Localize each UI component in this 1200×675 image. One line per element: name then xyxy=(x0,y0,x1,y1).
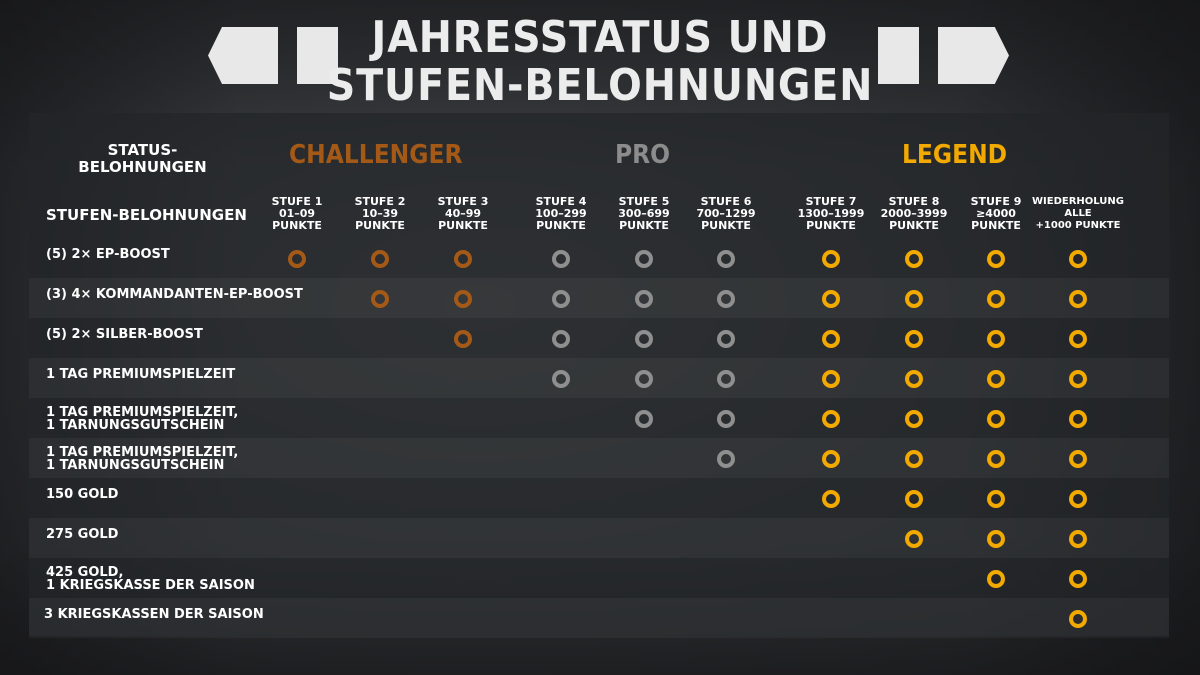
reward-ring-icon xyxy=(717,250,735,268)
table-row: 1 TAG PREMIUMSPIELZEIT xyxy=(29,358,1169,398)
bar-left-decoration xyxy=(297,27,338,84)
reward-label: (5) 2× EP-BOOST xyxy=(46,247,170,262)
table-row: 3 KRIEGSKASSEN DER SAISON xyxy=(29,598,1169,638)
reward-ring-icon xyxy=(905,530,923,548)
reward-ring-icon xyxy=(822,450,840,468)
reward-ring-icon xyxy=(987,530,1005,548)
reward-ring-icon xyxy=(1069,410,1087,428)
reward-ring-icon xyxy=(552,330,570,348)
reward-ring-icon xyxy=(1069,450,1087,468)
tier-header-7: STUFE 7 1300–1999 PUNKTE xyxy=(797,195,865,232)
table-row: (3) 4× KOMMANDANTEN-EP-BOOST xyxy=(29,278,1169,318)
reward-label: 3 KRIEGSKASSEN DER SAISON xyxy=(44,607,264,622)
table-row: (5) 2× EP-BOOST xyxy=(29,238,1169,278)
reward-ring-icon xyxy=(717,330,735,348)
reward-ring-icon xyxy=(905,330,923,348)
table-row: 1 TAG PREMIUMSPIELZEIT, 1 TARNUNGSGUTSCH… xyxy=(29,398,1169,438)
reward-ring-icon xyxy=(822,250,840,268)
tier-header-8: STUFE 8 2000–3999 PUNKTE xyxy=(880,195,948,232)
reward-ring-icon xyxy=(635,330,653,348)
reward-ring-icon xyxy=(371,290,389,308)
reward-ring-icon xyxy=(717,370,735,388)
reward-ring-icon xyxy=(1069,250,1087,268)
reward-ring-icon xyxy=(1069,570,1087,588)
reward-ring-icon xyxy=(552,290,570,308)
tier-header-10: WIEDERHOLUNG ALLE +1000 PUNKTE xyxy=(1032,196,1124,231)
reward-ring-icon xyxy=(1069,370,1087,388)
reward-ring-icon xyxy=(717,410,735,428)
table-row: 425 GOLD, 1 KRIEGSKASSE DER SAISON xyxy=(29,558,1169,598)
reward-ring-icon xyxy=(1069,610,1087,628)
reward-ring-icon xyxy=(1069,490,1087,508)
tier-rewards-label: STUFEN-BELOHNUNGEN xyxy=(46,206,247,224)
reward-ring-icon xyxy=(987,250,1005,268)
reward-ring-icon xyxy=(454,330,472,348)
reward-ring-icon xyxy=(822,410,840,428)
reward-label: 275 GOLD xyxy=(46,527,119,542)
reward-label: 150 GOLD xyxy=(46,487,119,502)
reward-ring-icon xyxy=(822,290,840,308)
reward-ring-icon xyxy=(454,250,472,268)
arrow-left-icon xyxy=(208,27,278,84)
reward-ring-icon xyxy=(717,290,735,308)
reward-ring-icon xyxy=(1069,330,1087,348)
arrow-right-icon xyxy=(938,27,1009,84)
reward-ring-icon xyxy=(987,410,1005,428)
table-row: 1 TAG PREMIUMSPIELZEIT, 1 TARNUNGSGUTSCH… xyxy=(29,438,1169,478)
category-challenger: CHALLENGER xyxy=(289,140,463,170)
reward-ring-icon xyxy=(987,330,1005,348)
tier-header-5: STUFE 5 300–699 PUNKTE xyxy=(618,195,670,232)
reward-ring-icon xyxy=(1069,290,1087,308)
reward-ring-icon xyxy=(552,250,570,268)
status-rewards-label: STATUS- BELOHNUNGEN xyxy=(78,141,207,176)
reward-ring-icon xyxy=(905,410,923,428)
reward-ring-icon xyxy=(905,250,923,268)
reward-ring-icon xyxy=(1069,530,1087,548)
reward-ring-icon xyxy=(635,250,653,268)
title-line-1: JAHRESSTATUS UND xyxy=(371,12,829,63)
tier-header-3: STUFE 3 40–99 PUNKTE xyxy=(437,195,489,232)
reward-ring-icon xyxy=(717,450,735,468)
category-legend: LEGEND xyxy=(902,140,1008,170)
tier-header-1: STUFE 1 01–09 PUNKTE xyxy=(271,195,323,232)
tier-header-4: STUFE 4 100–299 PUNKTE xyxy=(535,195,587,232)
reward-ring-icon xyxy=(987,290,1005,308)
rewards-table-panel xyxy=(29,113,1169,636)
reward-ring-icon xyxy=(987,490,1005,508)
tier-header-2: STUFE 2 10–39 PUNKTE xyxy=(354,195,406,232)
tier-header-6: STUFE 6 700–1299 PUNKTE xyxy=(696,195,756,232)
reward-ring-icon xyxy=(822,490,840,508)
reward-label: 425 GOLD, 1 KRIEGSKASSE DER SAISON xyxy=(46,565,255,593)
table-row: 275 GOLD xyxy=(29,518,1169,558)
reward-ring-icon xyxy=(905,450,923,468)
reward-ring-icon xyxy=(635,370,653,388)
category-pro: PRO xyxy=(615,140,671,170)
reward-label: (3) 4× KOMMANDANTEN-EP-BOOST xyxy=(46,287,303,302)
reward-ring-icon xyxy=(905,370,923,388)
reward-ring-icon xyxy=(635,290,653,308)
reward-ring-icon xyxy=(987,570,1005,588)
reward-ring-icon xyxy=(905,290,923,308)
reward-label: 1 TAG PREMIUMSPIELZEIT xyxy=(46,367,236,382)
reward-ring-icon xyxy=(822,370,840,388)
bar-right-decoration xyxy=(878,27,919,84)
page-title: JAHRESSTATUS UND STUFEN-BELOHNUNGEN xyxy=(60,14,1140,110)
reward-ring-icon xyxy=(454,290,472,308)
reward-ring-icon xyxy=(987,370,1005,388)
reward-ring-icon xyxy=(552,370,570,388)
tier-header-9: STUFE 9 ≥4000 PUNKTE xyxy=(970,195,1022,232)
reward-label: 1 TAG PREMIUMSPIELZEIT, 1 TARNUNGSGUTSCH… xyxy=(46,445,239,473)
reward-ring-icon xyxy=(288,250,306,268)
title-line-2: STUFEN-BELOHNUNGEN xyxy=(326,60,874,111)
reward-ring-icon xyxy=(635,410,653,428)
reward-label: (5) 2× SILBER-BOOST xyxy=(46,327,203,342)
reward-label: 1 TAG PREMIUMSPIELZEIT, 1 TARNUNGSGUTSCH… xyxy=(46,405,239,433)
reward-ring-icon xyxy=(371,250,389,268)
reward-ring-icon xyxy=(987,450,1005,468)
table-row: (5) 2× SILBER-BOOST xyxy=(29,318,1169,358)
reward-ring-icon xyxy=(822,330,840,348)
reward-ring-icon xyxy=(905,490,923,508)
table-row: 150 GOLD xyxy=(29,478,1169,518)
